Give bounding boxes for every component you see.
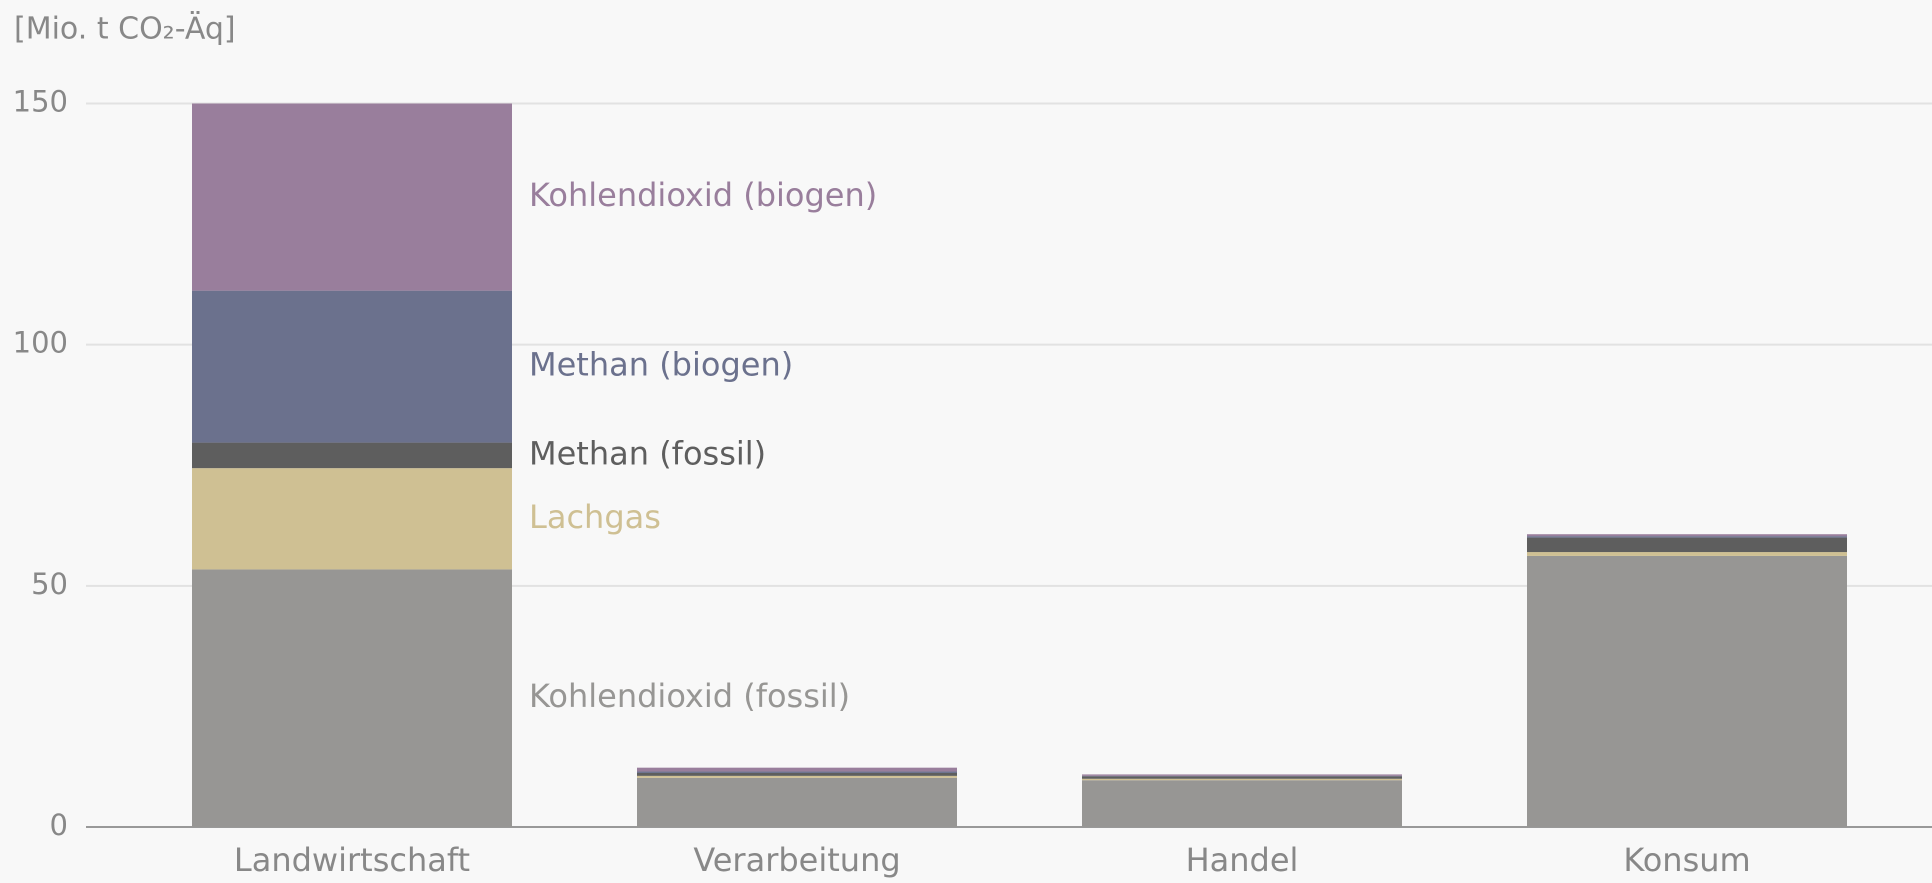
bar-segment bbox=[192, 103, 512, 291]
bar-segment bbox=[637, 775, 957, 778]
x-tick-label: Landwirtschaft bbox=[234, 841, 470, 879]
bar-segment bbox=[1082, 778, 1402, 781]
bar-segment bbox=[192, 569, 512, 827]
bar-segment bbox=[637, 777, 957, 827]
y-tick-label: 0 bbox=[50, 808, 68, 842]
y-tick-label: 50 bbox=[31, 567, 68, 601]
bar-segment bbox=[1082, 774, 1402, 776]
bar-segment bbox=[637, 772, 957, 776]
bar-segment bbox=[192, 468, 512, 570]
series-label: Methan (fossil) bbox=[529, 434, 766, 472]
y-tick-label: 100 bbox=[13, 326, 68, 360]
bar-segment bbox=[192, 290, 512, 443]
bar-segment bbox=[1527, 555, 1847, 827]
bar-segment bbox=[192, 442, 512, 469]
series-label: Lachgas bbox=[529, 498, 661, 536]
bar-segment bbox=[1527, 534, 1847, 537]
bar-segment bbox=[1082, 780, 1402, 827]
x-tick-label: Handel bbox=[1186, 841, 1299, 879]
y-axis-label: [Mio. t CO₂-Äq] bbox=[14, 11, 236, 47]
bar-segment bbox=[1527, 552, 1847, 556]
series-label: Methan (biogen) bbox=[529, 346, 793, 384]
bar-segment bbox=[1527, 536, 1847, 538]
series-label: Kohlendioxid (biogen) bbox=[529, 176, 877, 214]
x-tick-label: Verarbeitung bbox=[693, 841, 900, 879]
bar-segment bbox=[637, 771, 957, 773]
series-label: Kohlendioxid (fossil) bbox=[529, 677, 850, 715]
y-tick-label: 150 bbox=[13, 85, 68, 119]
x-tick-label: Konsum bbox=[1623, 841, 1750, 879]
bar-segment bbox=[1527, 537, 1847, 553]
bar-segment bbox=[637, 767, 957, 772]
bar-segment bbox=[1082, 776, 1402, 779]
